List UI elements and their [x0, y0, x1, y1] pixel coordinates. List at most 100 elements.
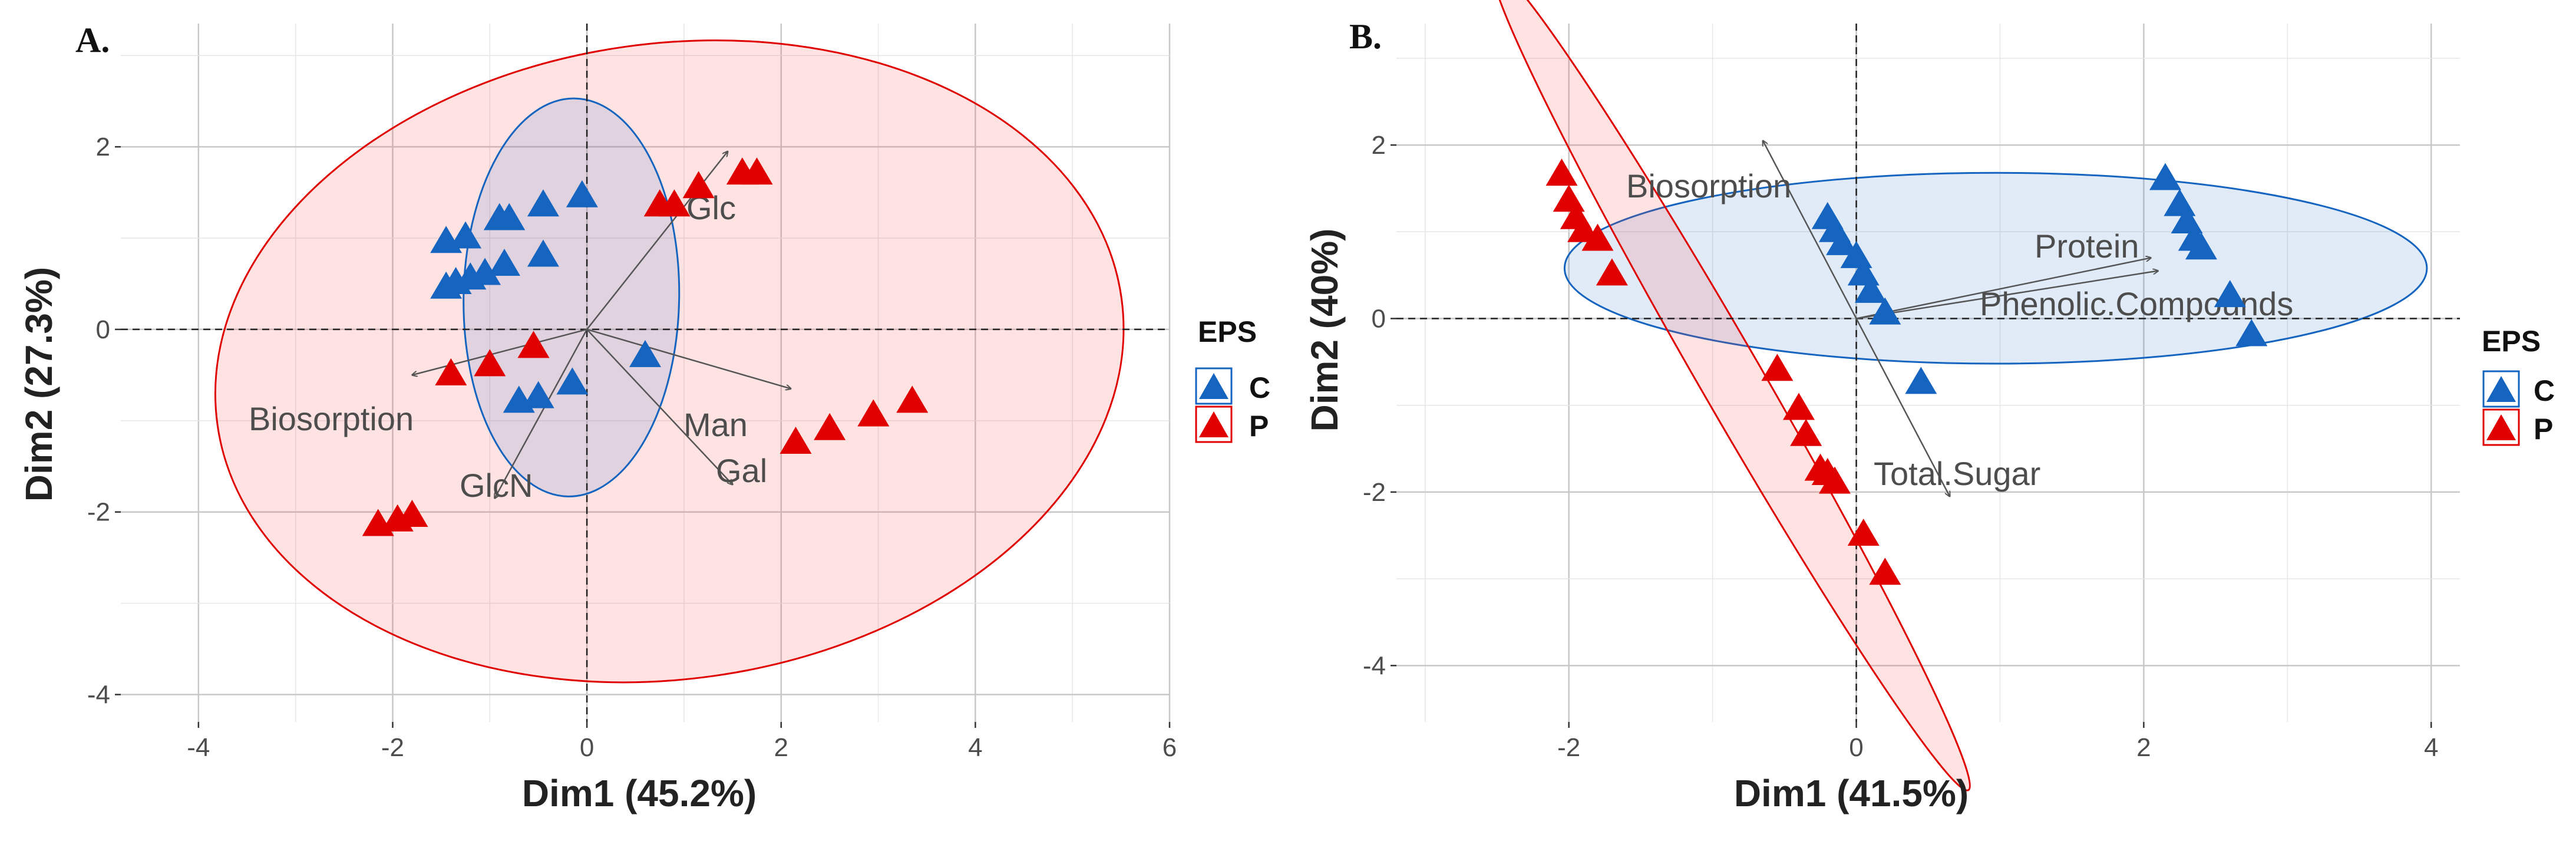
point-p — [1553, 184, 1585, 212]
y-tick-label: -2 — [87, 498, 110, 527]
panel-b-x-ticks: -2 0 2 4 — [1557, 722, 2438, 762]
legend-triangle-c-icon — [2486, 376, 2516, 402]
point-c — [2235, 319, 2268, 347]
point-p — [435, 358, 467, 385]
x-tick-label: -2 — [1557, 733, 1580, 762]
point-c — [1905, 367, 1937, 394]
point-p — [814, 413, 846, 440]
point-c — [629, 339, 661, 367]
panel-b-ellipses — [1491, 0, 2428, 791]
point-c — [522, 381, 554, 408]
vector-label-biosorption: Biosorption — [1626, 167, 1791, 205]
point-p — [857, 399, 890, 427]
y-tick-label: 2 — [96, 133, 110, 161]
point-p — [1596, 258, 1628, 286]
panel-a-letter: A. — [75, 21, 110, 60]
point-c — [2149, 163, 2181, 190]
panel-b-grid — [1396, 24, 2460, 722]
panel-b-legend: EPS C P — [2482, 325, 2555, 446]
y-tick-label: -4 — [87, 681, 110, 710]
confidence-ellipse-p — [214, 39, 1125, 684]
vector-arrow-gal — [586, 329, 732, 484]
x-tick-label: 2 — [774, 733, 788, 762]
point-c — [566, 180, 598, 207]
vector-arrow-protein — [1856, 258, 2151, 319]
x-tick-label: 0 — [1849, 733, 1863, 762]
y-tick-label: -4 — [1363, 651, 1386, 680]
x-tick-label: 2 — [2136, 733, 2151, 762]
vector-arrow-total-sugar — [1855, 318, 1950, 496]
panel-b-y-axis-title: Dim2 (40%) — [1303, 229, 1346, 432]
point-p — [1847, 518, 1880, 546]
panel-b-y-ticks: -4 -2 0 2 — [1363, 131, 1396, 680]
confidence-ellipse-p — [1491, 0, 1971, 791]
y-tick-label: 2 — [1372, 131, 1386, 160]
panel-a-points — [362, 157, 929, 536]
y-tick-label: 0 — [96, 315, 110, 344]
panel-a-x-ticks: -4 -2 0 2 4 6 — [187, 722, 1177, 762]
point-c — [1869, 297, 1901, 325]
panel-a-legend-title: EPS — [1198, 315, 1257, 348]
panel-b-x-axis-title: Dim1 (41.5%) — [1734, 772, 1969, 814]
panel-a-zero-lines — [121, 24, 1170, 722]
panel-a-y-ticks: -4 -2 0 2 — [87, 133, 121, 710]
vector-arrow-glcn — [495, 329, 588, 499]
point-c — [450, 221, 482, 249]
confidence-ellipse-c — [1563, 172, 2428, 365]
vector-label-biosorption: Biosorption — [249, 400, 414, 437]
vector-arrow-phenolic-compounds — [1856, 271, 2158, 319]
point-c — [2214, 280, 2246, 308]
point-p — [1581, 223, 1614, 251]
x-tick-label: 0 — [580, 733, 594, 762]
point-c — [2185, 232, 2217, 260]
point-p — [741, 157, 773, 185]
point-c — [1826, 227, 1858, 255]
point-p — [1761, 354, 1794, 381]
panel-b-legend-title: EPS — [2482, 325, 2541, 358]
point-p — [1545, 159, 1578, 186]
point-c — [430, 271, 463, 299]
point-p — [1790, 418, 1822, 446]
point-p — [896, 385, 929, 413]
point-p — [1782, 393, 1815, 420]
vector-label-man: Man — [683, 406, 748, 443]
x-tick-label: 6 — [1162, 733, 1177, 762]
point-c — [527, 239, 559, 267]
legend-triangle-p-icon — [2486, 414, 2516, 440]
x-tick-label: -2 — [381, 733, 404, 762]
panel-b-zero-lines — [1396, 24, 2460, 722]
x-tick-label: -4 — [187, 733, 210, 762]
point-p — [780, 427, 812, 454]
legend-triangle-c-icon — [1199, 373, 1228, 399]
vector-label-protein: Protein — [2035, 227, 2139, 265]
point-p — [682, 171, 715, 199]
point-c — [493, 203, 526, 230]
panel-b-legend-label-c: C — [2534, 374, 2555, 407]
point-c — [503, 385, 535, 413]
point-p — [1818, 466, 1851, 494]
panel-b: B. Biosorption Protein Phenolic.Compounds T… — [1303, 0, 2555, 814]
point-p — [362, 509, 394, 536]
vector-label-phenolic-compounds: Phenolic.Compounds — [1980, 285, 2293, 322]
point-p — [474, 349, 506, 377]
x-tick-label: 4 — [2424, 733, 2438, 762]
panel-a-y-axis-title: Dim2 (27.3%) — [18, 267, 60, 502]
panel-a-legend-label-p: P — [1249, 410, 1269, 443]
panel-b-legend-label-p: P — [2534, 413, 2553, 446]
point-c — [488, 248, 521, 276]
point-c — [1854, 275, 1887, 303]
point-p — [658, 189, 691, 217]
point-p — [517, 331, 550, 358]
x-tick-label: 4 — [968, 733, 982, 762]
vector-label-total-sugar: Total.Sugar — [1874, 455, 2040, 492]
legend-triangle-p-icon — [1199, 411, 1228, 437]
point-p — [1869, 558, 1901, 585]
vector-label-gal: Gal — [716, 452, 767, 489]
point-c — [527, 189, 559, 217]
panel-a-legend-label-c: C — [1249, 371, 1270, 404]
panel-b-letter: B. — [1349, 17, 1382, 56]
point-c — [556, 367, 589, 395]
